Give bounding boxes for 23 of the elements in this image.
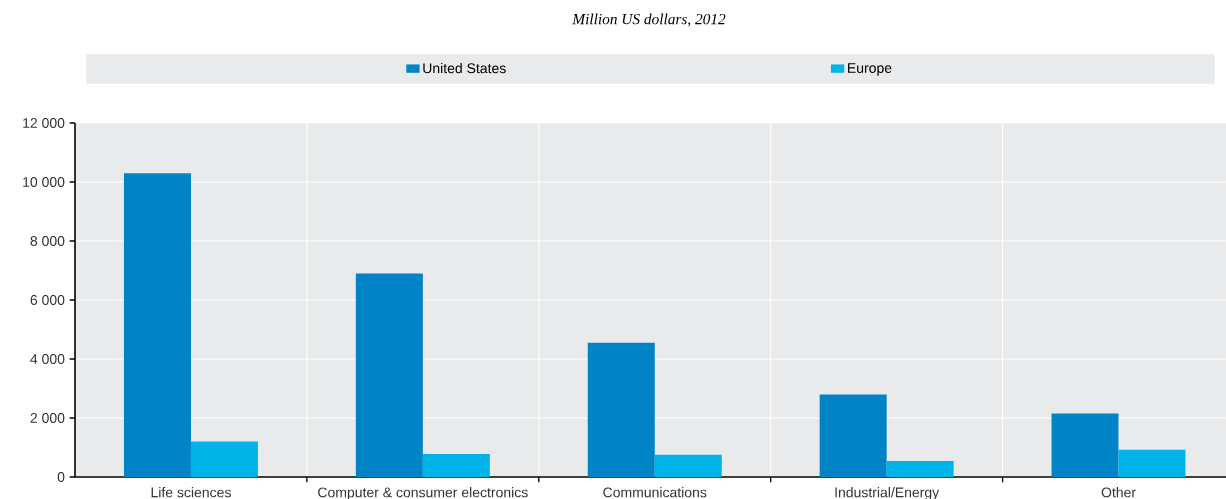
bar [422,453,490,477]
bar [886,461,954,477]
x-tick-label: Life sciences [151,487,231,498]
y-tick-label: 2 000 [30,413,65,423]
y-tick-label: 0 [57,472,65,482]
y-tick-label: 8 000 [30,236,65,246]
y-tick-label: 10 000 [23,177,65,187]
bar [123,173,191,477]
y-tick-label: 6 000 [30,295,65,305]
bar [190,441,258,477]
bar [654,454,722,477]
bar [1051,413,1119,477]
x-tick-label: Other [1101,487,1136,498]
y-tick-label: 4 000 [30,354,65,364]
legend-label: Europe [848,63,892,76]
x-tick-label: Communications [603,487,707,498]
y-tick-label: 12 000 [23,118,65,128]
bar [355,273,423,477]
legend-label: United States [423,62,506,74]
bar [587,342,655,477]
bar [1118,449,1186,477]
bar [819,394,887,477]
chart-subtitle: Million US dollars, 2012 [572,13,726,27]
